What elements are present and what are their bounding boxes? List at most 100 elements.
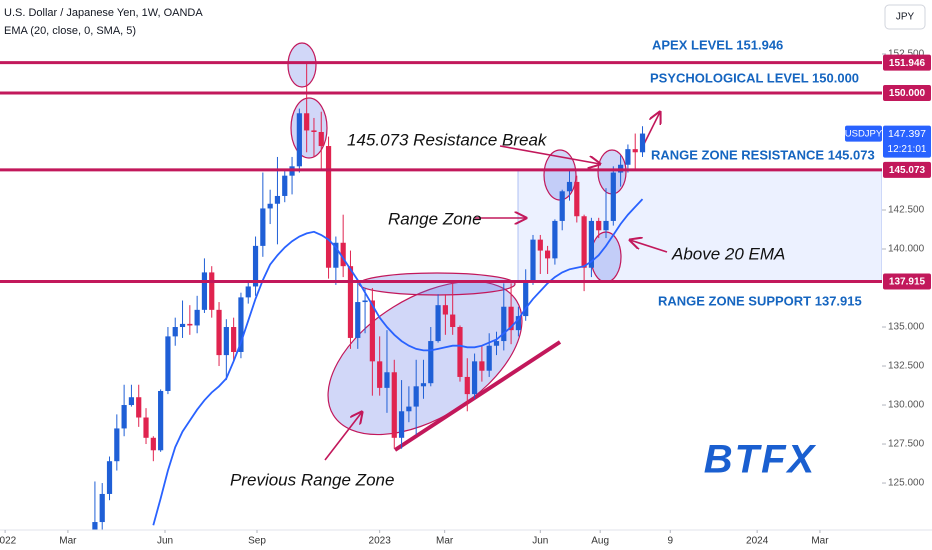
y-tick-label: 135.000 (888, 322, 925, 333)
indicator-label: EMA (20, close, 0, SMA, 5) (4, 25, 136, 37)
x-tick-label: Mar (811, 536, 829, 547)
candle-body (245, 286, 251, 298)
candle-body (274, 195, 281, 204)
level-label-box (883, 161, 931, 178)
candle-body (252, 245, 259, 287)
candle-body (479, 361, 485, 371)
candle-body (413, 386, 419, 407)
candle-body (471, 361, 478, 395)
logo: BTFX (704, 438, 817, 482)
x-tick-label: Aug (591, 536, 609, 547)
candle-body (150, 437, 156, 451)
annotation: Range Zone (388, 209, 482, 228)
candle-body (398, 411, 405, 438)
x-tick-label: Mar (436, 536, 454, 547)
y-tick-label: 130.000 (888, 400, 925, 411)
arrow (499, 145, 600, 164)
y-tick-label: 125.000 (888, 478, 925, 489)
candle-body (442, 305, 448, 315)
level-label: 151.946 (889, 58, 926, 69)
annotation: RANGE ZONE RESISTANCE 145.073 (651, 147, 875, 162)
candle-body (559, 191, 565, 221)
candle-body (355, 302, 361, 338)
symbol-label: USDJPY (845, 129, 883, 140)
arrow (324, 412, 362, 461)
range-top-ellipse (358, 272, 516, 296)
level-label: 145.073 (889, 165, 926, 176)
level-label: 150.000 (889, 88, 926, 99)
x-tick-label: 2024 (746, 536, 769, 547)
countdown-label: 12:21:01 (888, 144, 927, 155)
x-tick-label: 2023 (369, 536, 392, 547)
x-tick-label: 9 (667, 536, 673, 547)
level-label-box (883, 54, 931, 71)
currency-box[interactable] (884, 4, 926, 30)
candle-body (165, 336, 171, 391)
candle-body (508, 306, 514, 331)
candle-body (391, 372, 397, 438)
annotation: Previous Range Zone (230, 470, 394, 489)
candle-body (515, 316, 521, 331)
y-tick-label: 127.500 (888, 439, 925, 450)
annotation: 145.073 Resistance Break (347, 130, 548, 149)
y-tick-label: 152.500 (888, 49, 925, 60)
candle-body (179, 323, 186, 328)
candle-body (318, 131, 324, 147)
candle-body (632, 149, 638, 153)
candle-body (296, 113, 302, 167)
candle-body (523, 281, 529, 317)
x-tick-label: Sep (248, 536, 266, 547)
candle-body (384, 372, 390, 388)
candle-body (304, 113, 310, 131)
highlight-ellipse (287, 42, 317, 88)
candle-body (340, 242, 346, 267)
candle-body (369, 300, 375, 362)
candle-body (544, 250, 551, 259)
candle-body (625, 149, 631, 165)
candle-body (603, 220, 609, 231)
candle-body (493, 341, 500, 346)
candle-body (267, 203, 273, 209)
candle-body (311, 130, 317, 132)
candle-body (377, 361, 383, 388)
candle-body (121, 405, 127, 429)
candle-body (106, 461, 113, 494)
candle-body (282, 175, 288, 196)
candle-body (450, 314, 456, 328)
candle-body (537, 239, 543, 251)
candle-body (194, 309, 200, 326)
candle-body (223, 327, 229, 356)
candle-body (216, 309, 222, 356)
candle-body (128, 397, 135, 406)
level-label: 137.915 (889, 277, 926, 288)
ema-line (152, 198, 644, 526)
candle-body (566, 181, 573, 192)
candle-body (428, 341, 434, 384)
annotation: RANGE ZONE SUPPORT 137.915 (658, 293, 862, 308)
candle-body (574, 181, 580, 217)
axis-layer: 125.000 127.500 130.000 132.500 135.000 140.0… (0, 49, 931, 547)
candle-body (486, 345, 492, 371)
annotation: Above 20 EMA (671, 244, 785, 263)
level-label-box (883, 273, 931, 290)
time-axis (0, 530, 932, 550)
candle-body (143, 417, 149, 438)
level-label-box (883, 84, 931, 101)
candle-body (464, 376, 470, 395)
candle-body (333, 242, 339, 268)
candle-body (610, 172, 616, 221)
candle-body (187, 323, 193, 326)
candle-body (238, 297, 244, 352)
currency[interactable]: JPY (896, 12, 915, 23)
candle-body (158, 390, 164, 451)
arrow (630, 240, 668, 253)
candle-body (552, 220, 558, 259)
last-price-label: 147.397 (888, 128, 926, 140)
annotation: PSYCHOLOGICAL LEVEL 150.000 (650, 70, 859, 85)
candle-body (114, 428, 120, 462)
x-tick-label: Jun (157, 536, 173, 547)
candle-body (596, 220, 602, 231)
candle-body (231, 327, 237, 352)
candle-body (501, 306, 507, 342)
